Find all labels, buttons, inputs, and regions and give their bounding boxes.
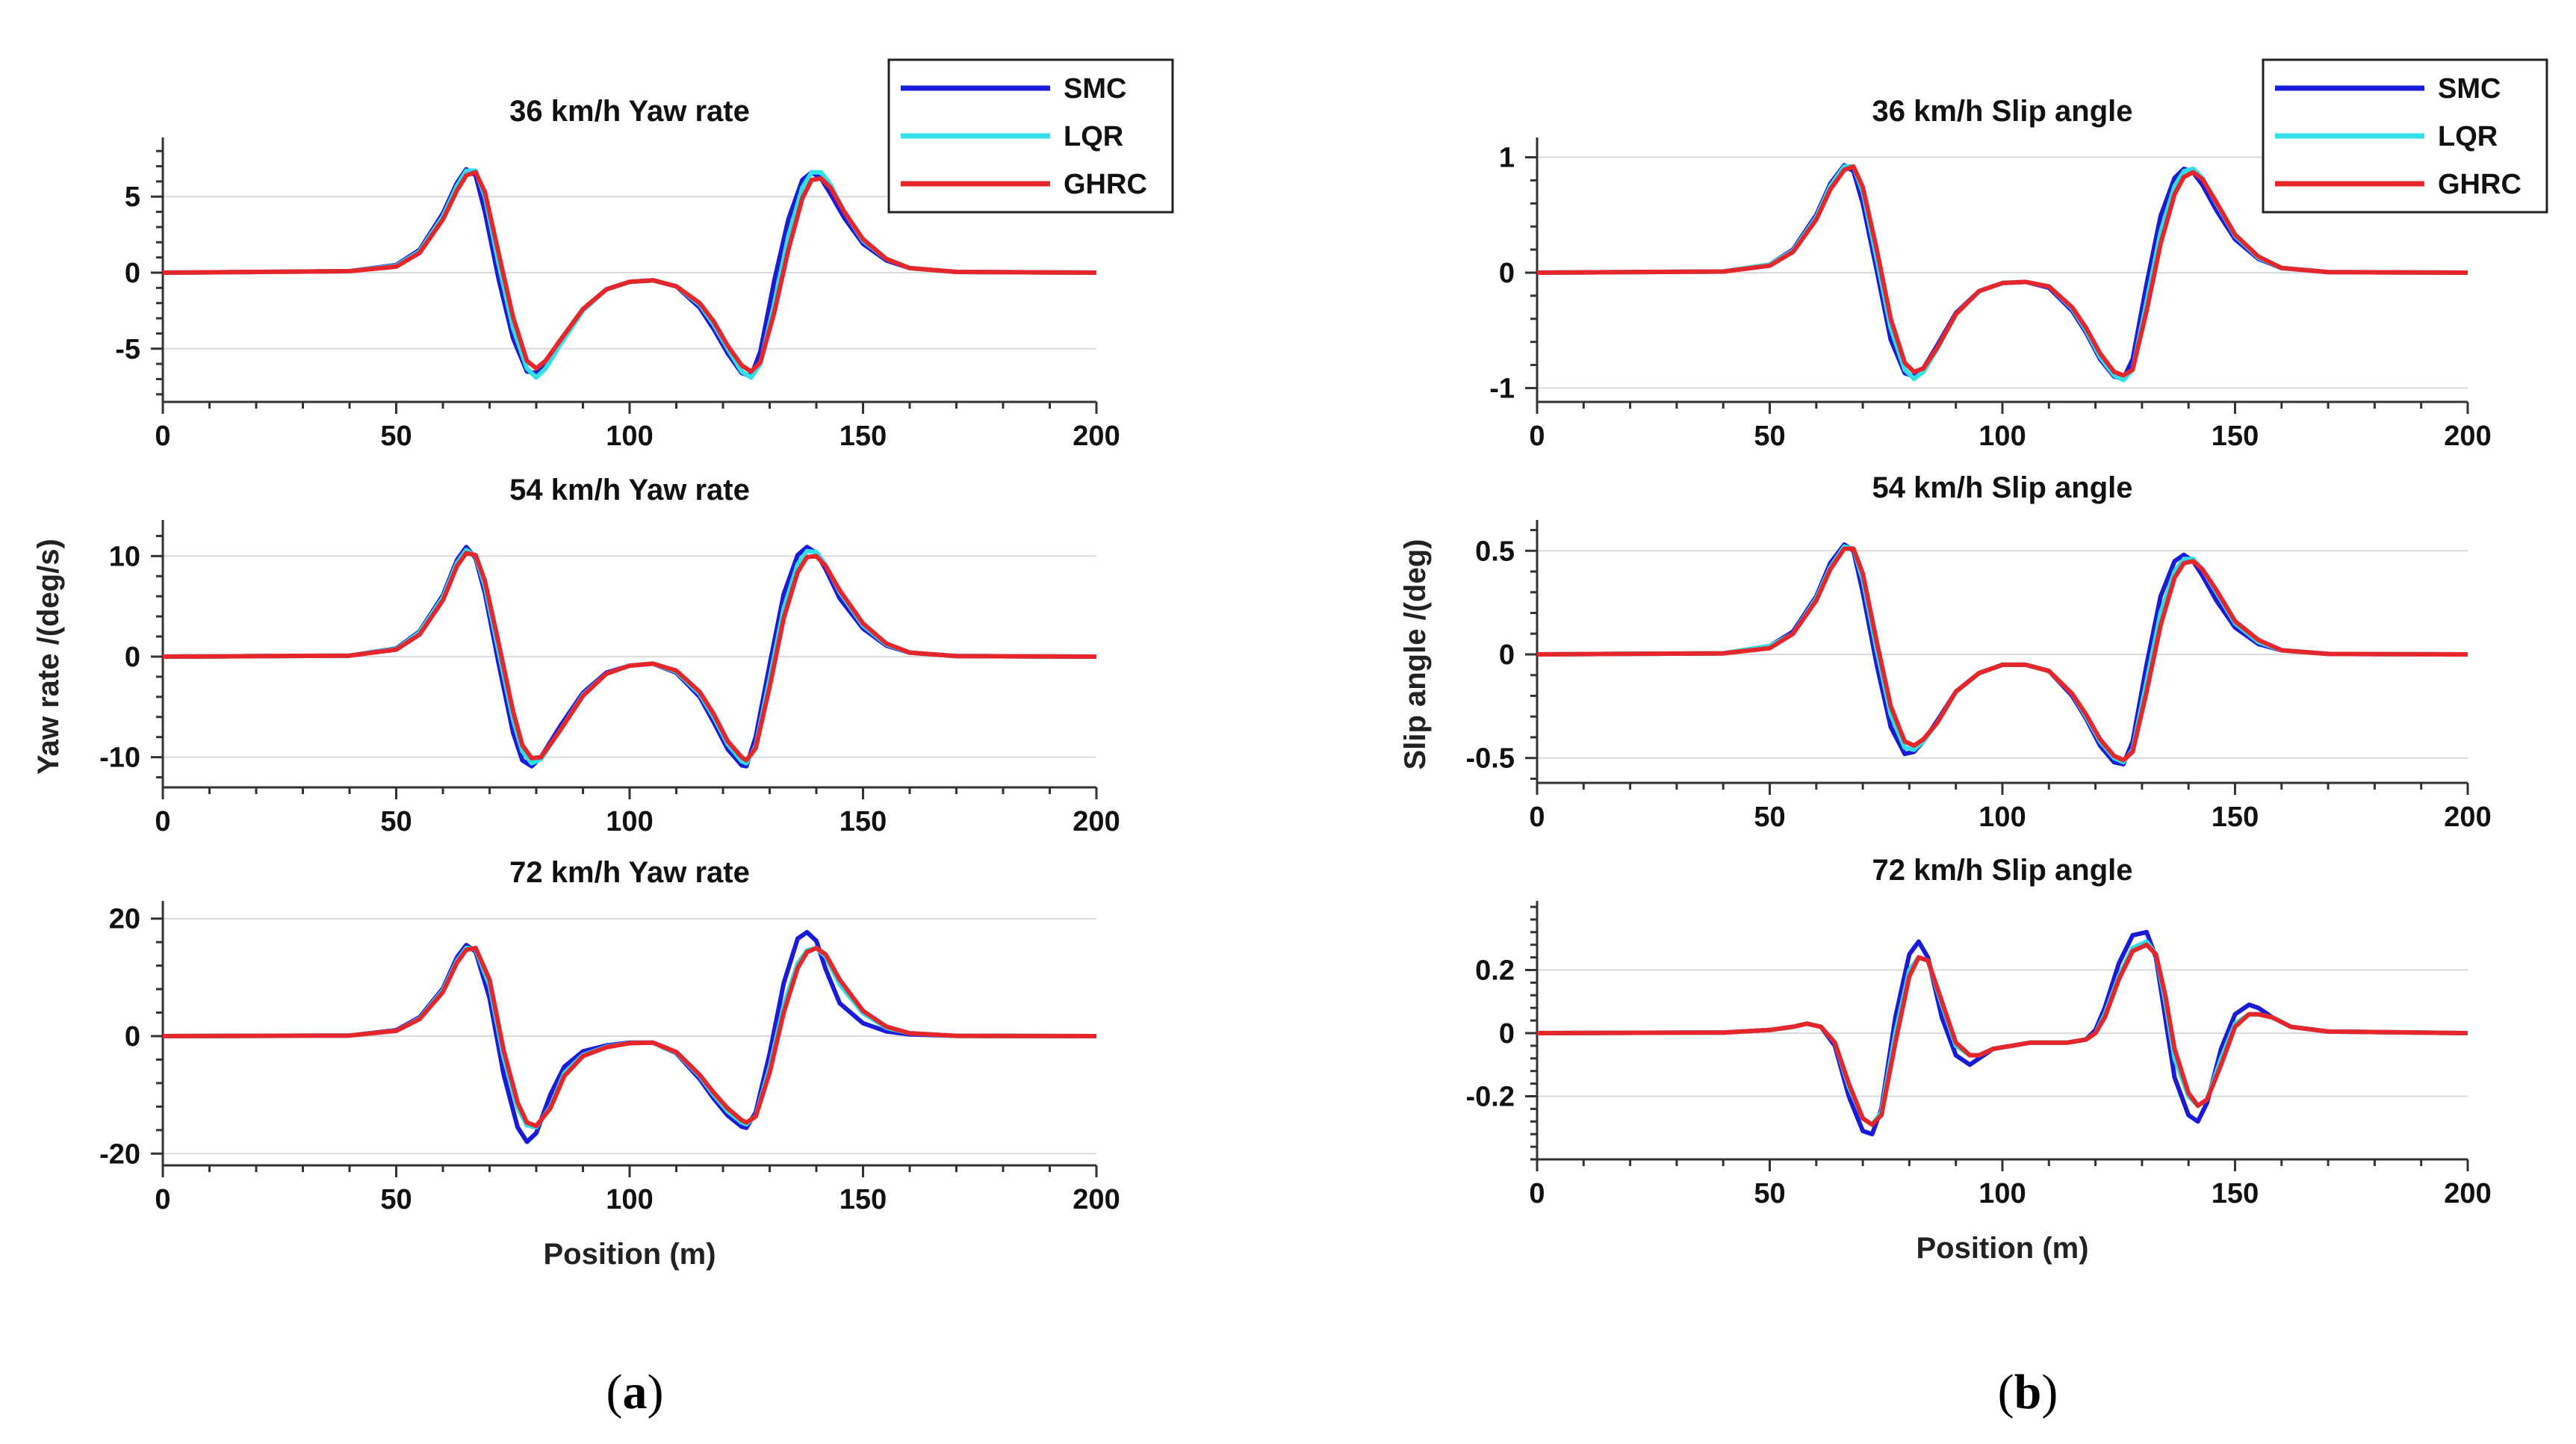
chart-4: 0 50 100 150 200 1 0 -1 36 km/h Slip angle SMC LQR… (1489, 58, 2548, 452)
y-tick-label: 5 (125, 182, 140, 213)
series-line-ghrc (163, 170, 1096, 374)
x-tick-label: 200 (1073, 806, 1120, 837)
series-line-ghrc (163, 551, 1096, 763)
legend-label-smc: SMC (2438, 73, 2501, 105)
x-tick-label: 0 (155, 806, 170, 837)
y-tick-label: 0.2 (1475, 955, 1515, 987)
x-tick-label: 150 (2212, 1178, 2259, 1209)
y-tick-label: 0 (1499, 258, 1515, 289)
x-tick-label: 50 (1754, 802, 1785, 833)
chart-title: 72 km/h Slip angle (1872, 854, 2132, 887)
x-tick-label: 150 (2212, 802, 2259, 833)
x-tick-label: 200 (2444, 1178, 2491, 1209)
x-tick-label: 0 (155, 421, 170, 452)
chart-title: 72 km/h Yaw rate (509, 856, 750, 889)
x-tick-label: 100 (606, 1184, 653, 1215)
y-tick-label: -10 (99, 743, 140, 774)
x-tick-label: 100 (1978, 1178, 2026, 1209)
legend: SMC LQR GHRC (2262, 58, 2548, 214)
legend-label-lqr: LQR (1064, 121, 1123, 152)
x-tick-label: 100 (1978, 421, 2026, 452)
x-tick-label: 50 (380, 806, 412, 837)
x-tick-label: 0 (155, 1184, 170, 1215)
y-tick-label: 1 (1499, 143, 1515, 174)
y-tick-label: -20 (99, 1138, 140, 1170)
legend: SMC LQR GHRC (887, 58, 1174, 214)
x-tick-label: 200 (1073, 421, 1120, 452)
x-tick-label: 50 (1754, 421, 1785, 452)
x-tick-label: 50 (380, 1184, 412, 1215)
y-tick-label: -0.5 (1466, 743, 1515, 775)
y-tick-label: 0 (125, 642, 140, 673)
panel-label-a: (a) (606, 1365, 664, 1419)
chart-title: 54 km/h Yaw rate (509, 474, 750, 506)
x-tick-label: 200 (2444, 802, 2491, 833)
x-tick-label: 150 (839, 806, 887, 837)
legend-label-ghrc: GHRC (2438, 169, 2521, 200)
y-tick-label: 0 (1499, 1018, 1515, 1050)
chart-title: 36 km/h Slip angle (1872, 95, 2132, 128)
y-tick-label: -0.2 (1466, 1082, 1515, 1113)
legend-label-smc: SMC (1064, 73, 1126, 105)
panel-label-b: (b) (1998, 1365, 2058, 1419)
x-tick-label: 150 (2212, 421, 2259, 452)
x-axis-label: Position (m) (1916, 1232, 2088, 1265)
y-tick-label: 20 (109, 904, 140, 935)
y-tick-label: 0 (125, 1021, 140, 1053)
chart-5: 0 50 100 150 200 0.5 0 -0.5 54 km/h Slip angle Sl… (1399, 471, 2492, 833)
series-line-ghrc (1537, 942, 2468, 1127)
y-tick-label: 10 (109, 541, 140, 572)
x-tick-label: 100 (606, 421, 653, 452)
x-tick-label: 50 (380, 421, 412, 452)
y-tick-label: -1 (1489, 373, 1515, 404)
chart-6: 0 50 100 150 200 0.2 0 -0.2 72 km/h Slip angle Po… (1466, 854, 2492, 1265)
x-tick-label: 150 (839, 1184, 887, 1215)
x-tick-label: 100 (606, 806, 653, 837)
x-tick-label: 50 (1754, 1178, 1785, 1209)
x-tick-label: 100 (1978, 802, 2026, 833)
legend-label-lqr: LQR (2438, 121, 2498, 152)
series-line-ghrc (1537, 164, 2468, 378)
y-tick-label: 0.5 (1475, 536, 1515, 567)
series-line-ghrc (1537, 546, 2468, 763)
y-tick-label: -5 (115, 334, 140, 365)
x-tick-label: 0 (1529, 802, 1545, 833)
legend-label-ghrc: GHRC (1064, 169, 1147, 200)
y-tick-label: 0 (125, 258, 140, 289)
x-tick-label: 0 (1529, 1178, 1545, 1209)
chart-title: 36 km/h Yaw rate (509, 95, 750, 128)
y-axis-label: Yaw rate /(deg/s) (32, 539, 65, 775)
x-axis-label: Position (m) (543, 1238, 716, 1271)
x-tick-label: 150 (839, 421, 887, 452)
series-line-ghrc (163, 946, 1096, 1129)
y-tick-label: 0 (1499, 639, 1515, 671)
chart-title: 54 km/h Slip angle (1872, 471, 2132, 504)
y-axis-label: Slip angle /(deg) (1399, 539, 1432, 770)
x-tick-label: 200 (1073, 1184, 1120, 1215)
x-tick-label: 0 (1529, 421, 1545, 452)
x-tick-label: 200 (2444, 421, 2491, 452)
